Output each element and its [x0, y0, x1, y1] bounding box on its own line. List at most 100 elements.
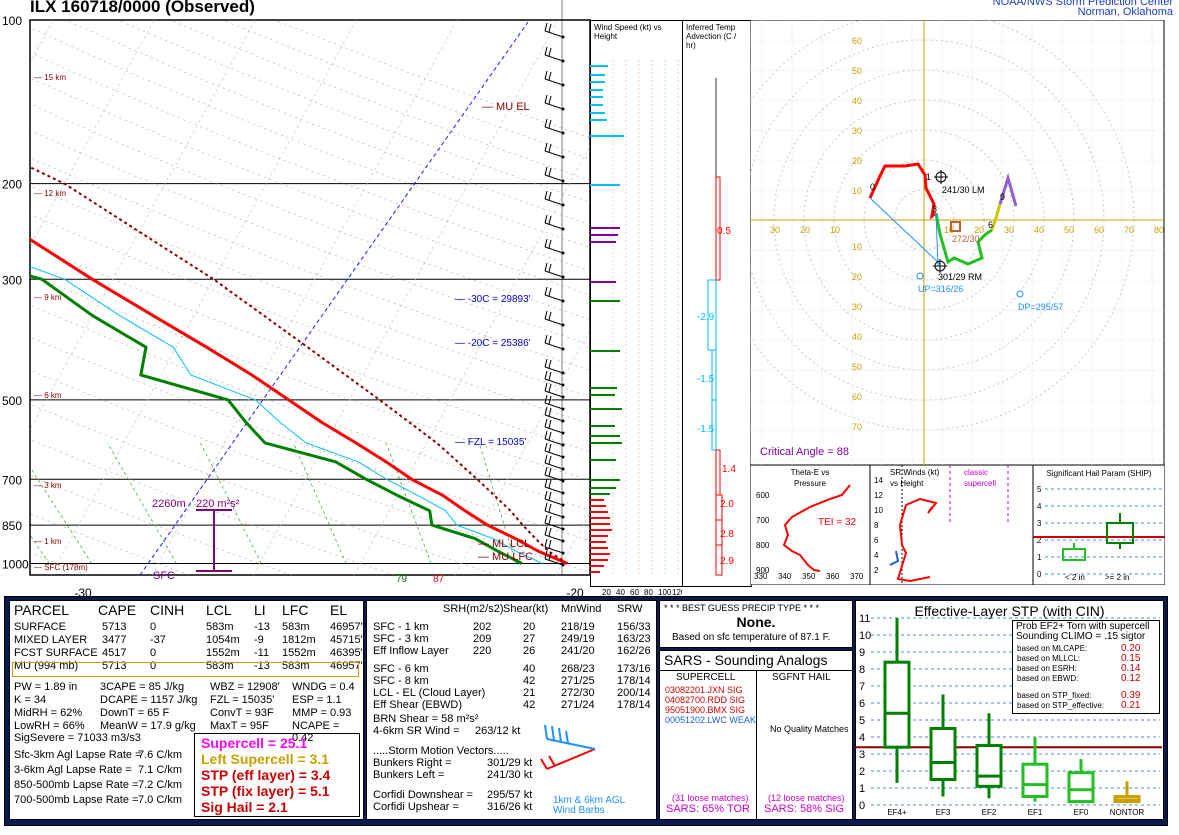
mixing-ratio-line — [30, 534, 50, 564]
kinematics-row: LCL - EL (Cloud Layer) 21 272/30 200/14 — [373, 687, 655, 699]
mu-lfc-label: — MU LFC — [478, 551, 533, 563]
lapse-row: 3-6km Agl Lapse Rate = 7.1 C/km — [14, 764, 194, 779]
ml-lcl-label: — ML LCL — [478, 538, 530, 550]
tadv-value: -2.9 — [697, 312, 715, 323]
tadv-bar — [711, 399, 717, 451]
kinematics-cell: 42 — [523, 675, 536, 687]
parcel-header-col: CINH — [150, 602, 185, 618]
stp-y-tick: 2 — [859, 766, 865, 778]
kinematics-cell: 218/19 — [561, 621, 595, 633]
theta-e-y-tick: 700 — [756, 516, 770, 525]
sars-col-divider — [756, 670, 757, 819]
hodo-height-mark: 1 — [926, 172, 931, 182]
ship-panel: Significant Hail Param (SHIP) 5 4 3 2 1 0 < 2 i… — [1033, 465, 1165, 585]
dry-adiabat — [30, 404, 497, 575]
wind-barb — [544, 546, 564, 554]
parcel-cell: 583m — [282, 660, 310, 672]
wind-barb-dot — [561, 107, 565, 111]
stp-prob-value: 0.20 — [1121, 643, 1141, 654]
stp-box — [975, 744, 1003, 788]
kinematics-cell: 42 — [523, 699, 536, 711]
stp-climo-title: Prob EF2+ Torn with supercell — [1016, 621, 1150, 632]
kinematics-cell: 249/19 — [561, 633, 595, 645]
tadv-value: 1.4 — [722, 464, 736, 475]
height-label: — 15 km — [34, 73, 66, 82]
parcel-cell: 1552m — [206, 647, 240, 659]
wind-barb — [544, 54, 564, 62]
wind-barb-dot — [561, 251, 565, 255]
height-label: — 9 km — [34, 293, 62, 302]
parcel-cell: 45715' — [330, 634, 363, 646]
sars-no-match: No Quality Matches — [770, 724, 849, 734]
tadv-bar — [715, 449, 721, 496]
parcel-cell: 583m — [206, 621, 234, 633]
stp-prob-label: based on ESRH: — [1017, 664, 1077, 673]
stp-category: EF4+ — [887, 808, 907, 817]
wind-barb — [544, 510, 564, 518]
kinematics-rows: SFC - 1 km 202 20 218/19 156/33 SFC - 3 km 209… — [373, 621, 655, 711]
thermo-cell: FZL = 15035' — [210, 694, 275, 706]
wind-barb-flag — [544, 394, 548, 404]
kinematics-cell: SFC - 1 km — [373, 621, 429, 633]
minus30-label: — -30C = 29893' — [455, 294, 531, 305]
hodo-9-12km — [998, 172, 1018, 207]
wind-barb-flag — [544, 406, 548, 416]
stp-box — [1021, 762, 1049, 798]
sr-winds-y-tick: 8 — [874, 521, 879, 530]
sr-winds-trace — [896, 497, 938, 583]
stp-y-tick: 8 — [859, 664, 865, 676]
wind-barb-flag — [544, 334, 548, 344]
hodo-y-tick: 30 — [852, 302, 862, 312]
temp-advection-panel: Inferred Temp Advection (C / hr) — [682, 20, 752, 587]
kinematics-row: SFC - 1 km 202 20 218/19 156/33 — [373, 621, 655, 633]
kinematics-cell: 163/23 — [617, 633, 651, 645]
wind-barb-dot — [561, 503, 565, 507]
stp-category: EF2 — [982, 808, 997, 817]
wind-barb-flag — [548, 371, 552, 381]
parcel-cell: MU (994 mb) — [14, 660, 79, 672]
stp-y-tick: 4 — [859, 732, 865, 744]
wind-barb — [544, 126, 564, 134]
parcel-header-col: PARCEL — [14, 602, 69, 618]
parcel-cell: 583m — [282, 621, 310, 633]
wind-barb-flag — [548, 359, 552, 369]
stp-prob-row: based on MLCAPE: 0.20 — [1017, 643, 1157, 654]
parcel-cell: 5713 — [102, 660, 127, 672]
stp-y-tick: 7 — [859, 681, 865, 693]
temperature-trace — [30, 237, 568, 565]
stp-y-tick: 10 — [859, 630, 871, 642]
thermo-cell: MidRH = 62% — [14, 707, 83, 719]
hodo-y-tick: 40 — [852, 96, 862, 106]
wind-barb-flag — [548, 407, 552, 417]
theta-e-x-tick: 370 — [850, 572, 864, 581]
sars-pct-2: SARS: 58% SIG — [764, 803, 845, 815]
dry-adiabat — [30, 336, 590, 542]
thermo-cell: DownT = 65 F — [100, 707, 170, 719]
downshear-label: DP=295/57 — [1018, 302, 1063, 312]
hodo-x-tick: 30 — [770, 225, 780, 235]
wind-barb-dot — [561, 371, 565, 375]
thermo-row: MidRH = 62% DownT = 65 F ConvT = 93F MMP = … — [14, 707, 362, 720]
wind-barb-dot — [561, 455, 565, 459]
storm-motion-value: 241/30 kt — [487, 769, 533, 781]
sr-winds-label: supercell — [964, 479, 996, 488]
kinematics-cell: 27 — [523, 633, 536, 645]
composite-value: STP (eff layer) = 3.4 — [201, 767, 331, 783]
parcel-cell: 46395' — [330, 647, 363, 659]
wind-barb-dot — [561, 527, 565, 531]
stp-y-tick: 9 — [859, 647, 865, 659]
height-label: — 6 km — [34, 391, 62, 400]
thermo-cell: 3CAPE = 85 J/kg — [100, 681, 185, 693]
dry-adiabat — [30, 103, 590, 320]
stp-climo-sub: Sounding CLIMO = .15 sigtor — [1016, 631, 1146, 642]
wind-barb-dot — [561, 395, 565, 399]
stp-y-tick: 6 — [859, 698, 865, 710]
storm-motion-value: 295/57 kt — [487, 789, 533, 801]
sars-title: SARS - Sounding Analogs — [664, 652, 828, 668]
wind-barb — [544, 102, 564, 110]
stp-prob-row: based on EBWD: 0.12 — [1017, 673, 1157, 684]
sars-match: 00051202.LWC WEAK — [665, 715, 756, 725]
wind-barb-dot — [561, 491, 565, 495]
composite-value: Supercell = 25.1 — [201, 735, 308, 751]
